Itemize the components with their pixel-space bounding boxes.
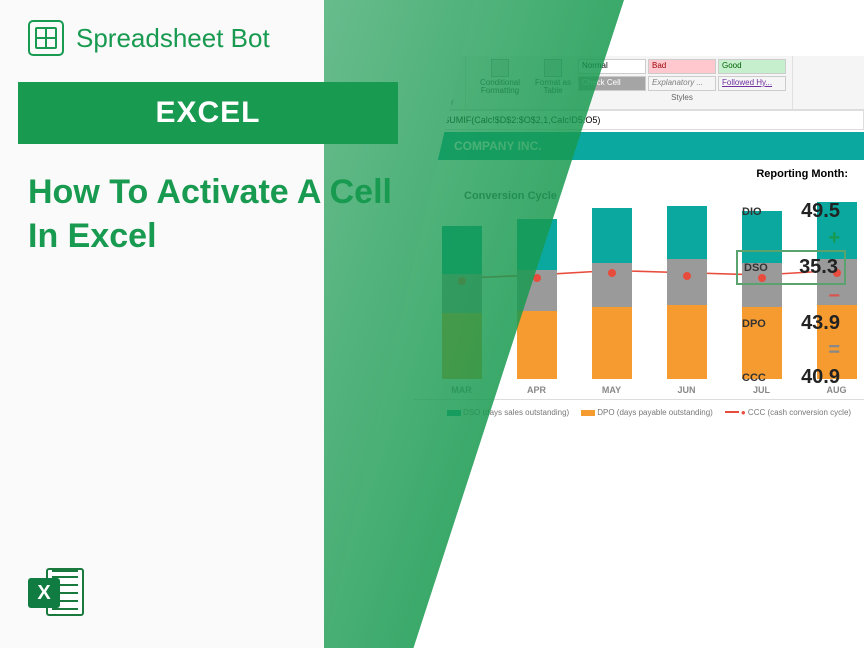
bar-group: JUN (663, 206, 711, 395)
reporting-month-label: Reporting Month: (756, 168, 848, 180)
format-as-table-button[interactable]: Format as Table (528, 59, 578, 95)
kpi-dio: DIO 49.5 (736, 196, 846, 227)
kpi-dpo: DPO 43.9 (736, 308, 846, 339)
brand-name: Spreadsheet Bot (76, 23, 270, 54)
bar-segment-orange (517, 311, 557, 379)
bar-group: APR (513, 219, 561, 395)
ribbon-group-styles: Styles (578, 93, 786, 102)
company-header: COMPANY INC. (324, 132, 864, 160)
legend-swatch-dpo (581, 410, 595, 416)
cell-styles-gallery[interactable]: Normal Bad Good Check Cell Explanatory .… (578, 59, 786, 91)
kpi-panel: DIO 49.5 + DSO 35.3 − DPO 43.9 = CCC 40.… (736, 196, 846, 393)
bar-segment-teal (442, 226, 482, 274)
bar-segment-gray (667, 259, 707, 305)
bar-month-label: MAY (602, 385, 621, 395)
number-format-icon[interactable] (431, 58, 449, 76)
bar-segment-orange (442, 313, 482, 379)
formula-bar[interactable]: fx =SUMIF(Calc!$D$2:$O$2,1,Calc!D5:O5) (414, 110, 864, 130)
bar-month-label: APR (527, 385, 546, 395)
style-followed-hyperlink[interactable]: Followed Hy... (718, 76, 786, 91)
bar-segment-teal (517, 219, 557, 269)
bar-month-label: JUN (677, 385, 695, 395)
bar-segment-teal (667, 206, 707, 259)
bar-group: MAY (588, 208, 636, 395)
style-explanatory[interactable]: Explanatory ... (648, 76, 716, 91)
style-bad[interactable]: Bad (648, 59, 716, 74)
formula-text: =SUMIF(Calc!$D$2:$O$2,1,Calc!D5:O5) (438, 115, 600, 125)
bar-segment-teal (592, 208, 632, 263)
chart-legend: DSO (days sales outstanding) DPO (days p… (414, 408, 864, 417)
kpi-dso: DSO 35.3 (736, 250, 846, 285)
style-check-cell[interactable]: Check Cell (578, 76, 646, 91)
bar-group: MAR (438, 226, 486, 395)
kpi-op-plus: + (736, 227, 846, 250)
excel-app-icon: X (28, 564, 84, 620)
fx-icon[interactable]: fx (425, 115, 432, 125)
format-table-icon (544, 59, 562, 77)
bar-month-label: MAR (451, 385, 472, 395)
screenshot-panel: Number Conditional Formatting Format as … (324, 0, 864, 648)
spreadsheet-bot-icon (28, 20, 64, 56)
kpi-op-equals: = (736, 339, 846, 362)
kpi-op-minus: − (736, 285, 846, 308)
legend-swatch-ccc (725, 411, 739, 413)
ccc-point (533, 274, 541, 282)
kpi-ccc: CCC 40.9 (736, 362, 846, 393)
ccc-point (608, 269, 616, 277)
bar-segment-orange (592, 307, 632, 379)
style-normal[interactable]: Normal (578, 59, 646, 74)
ribbon-group-number: Number (420, 98, 459, 107)
style-good[interactable]: Good (718, 59, 786, 74)
bar-segment-orange (667, 305, 707, 379)
conditional-formatting-button[interactable]: Conditional Formatting (472, 59, 528, 95)
legend-swatch-dso (447, 410, 461, 416)
ccc-point (458, 277, 466, 285)
conditional-formatting-icon (491, 59, 509, 77)
excel-ribbon: Number Conditional Formatting Format as … (414, 56, 864, 110)
ccc-point (683, 272, 691, 280)
